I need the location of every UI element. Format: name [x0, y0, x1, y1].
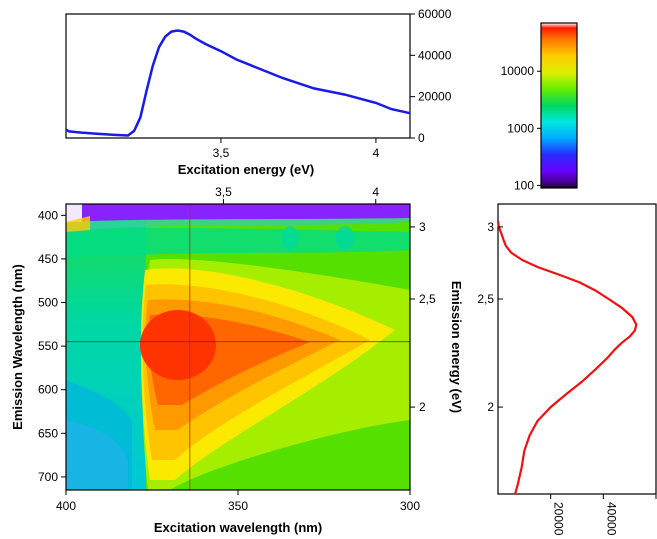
- colorbar-ticks: 100 1000 10000: [501, 64, 541, 192]
- heatmap-right-tick-label: 3: [419, 220, 426, 234]
- emission-spectrum-line: [496, 220, 638, 495]
- heatmap-right-tick-label: 2: [419, 400, 426, 414]
- heatmap-y-tick-label: 450: [38, 252, 58, 266]
- emission-energy-tick-label: 2: [487, 400, 494, 414]
- heatmap-y-ticks: 400 450 500 550 600 650 700: [38, 208, 66, 484]
- heatmap-field: [66, 204, 410, 490]
- emission-intensity-tick-label: 40000: [604, 502, 618, 536]
- heatmap-top-energy-ticks: 3,5 4: [215, 185, 379, 204]
- colorbar-tick-label: 100: [514, 178, 534, 192]
- heatmap-x-axis-title: Excitation wavelength (nm): [154, 520, 322, 535]
- excitation-y-tick-label: 60000: [418, 7, 452, 21]
- excitation-x-ticks: 3,5 4: [213, 138, 380, 160]
- emission-intensity-tick-label: 20000: [552, 502, 566, 536]
- heatmap-y-tick-label: 700: [38, 470, 58, 484]
- emission-energy-tick-label: 2,5: [477, 292, 494, 306]
- colorbar: 100 1000 10000: [501, 22, 578, 192]
- heatmap-y-axis-title: Emission Wavelength (nm): [10, 264, 25, 430]
- colorbar-tick-label: 10000: [501, 64, 535, 78]
- emission-energy-tick-label: 3: [487, 220, 494, 234]
- excitation-y-tick-label: 20000: [418, 90, 452, 104]
- heatmap-y-tick-label: 500: [38, 296, 58, 310]
- excitation-plot-frame: [65, 13, 411, 139]
- heatmap-x-tick-label: 300: [400, 499, 420, 513]
- colorbar-tick-label: 1000: [507, 121, 534, 135]
- heatmap-right-tick-label: 2,5: [419, 292, 436, 306]
- excitation-x-tick-label: 4: [373, 146, 380, 160]
- heatmap-y-tick-label: 550: [38, 339, 58, 353]
- heatmap-y-tick-label: 600: [38, 383, 58, 397]
- heatmap-top-tick-label: 4: [372, 185, 379, 199]
- heatmap-x-ticks: 400 350 300: [56, 490, 420, 513]
- emission-plot-frame: [497, 203, 657, 495]
- excitation-spectrum-line: [65, 29, 411, 137]
- heatmap-top-tick-label: 3,5: [215, 185, 232, 199]
- heatmap-y-tick-label: 400: [38, 208, 58, 222]
- emission-energy-ticks: 32,52: [477, 220, 503, 414]
- heatmap-y-tick-label: 650: [38, 426, 58, 440]
- heatmap-right-axis-title: Emission energy (eV): [449, 281, 464, 413]
- excitation-y-tick-label: 40000: [418, 48, 452, 62]
- excitation-x-axis-title: Excitation energy (eV): [178, 162, 315, 177]
- heatmap-x-tick-label: 350: [228, 499, 248, 513]
- excitation-y-ticks: 0 20000 40000 60000: [410, 7, 452, 145]
- excitation-x-tick-label: 3,5: [213, 146, 230, 160]
- heatmap-x-tick-label: 400: [56, 499, 76, 513]
- excitation-y-tick-label: 0: [418, 131, 425, 145]
- colorbar-gradient: [540, 22, 578, 189]
- heatmap-right-energy-ticks: 32,52: [410, 220, 436, 414]
